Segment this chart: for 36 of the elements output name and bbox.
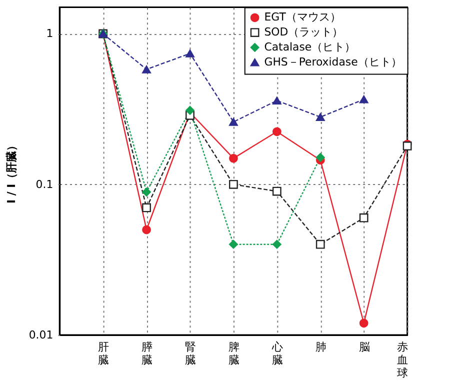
x-tick-label: 脾臓 (228, 340, 240, 366)
point (316, 113, 325, 121)
legend-label: SOD（ラット） (264, 26, 344, 39)
x-tick-label: 心臓 (270, 340, 283, 366)
x-tick-label: 肺 (315, 340, 326, 354)
y-tick-label: 0.01 (28, 328, 54, 342)
point (316, 152, 325, 162)
point (142, 65, 151, 74)
point (272, 186, 282, 196)
point (359, 318, 368, 328)
point (186, 50, 194, 58)
point (272, 240, 282, 249)
x-tick-label: 脳 (358, 340, 370, 354)
y-tick-label: 0.1 (36, 178, 54, 191)
y-tick-label: 1 (46, 27, 54, 40)
point (142, 225, 151, 234)
point (142, 188, 151, 196)
point (359, 95, 368, 104)
x-tick-label: 膵臓 (142, 340, 153, 366)
legend-label: GHS－Peroxidase（ヒト） (264, 55, 402, 68)
point (359, 213, 368, 222)
x-tick-label: 腎臓 (184, 340, 196, 366)
point (229, 154, 238, 163)
point (316, 240, 325, 249)
point (272, 96, 282, 105)
y-axis-title: I / I（肝臓） (4, 140, 18, 204)
point (229, 180, 238, 189)
x-tick-label: 赤血球 (396, 340, 408, 380)
point (229, 240, 238, 249)
point (186, 106, 194, 115)
point (272, 127, 282, 136)
legend-label: Catalase（ヒト） (264, 40, 356, 54)
x-tick-label: 肝臓 (98, 340, 110, 366)
point (229, 118, 238, 126)
point (142, 203, 151, 212)
legend-label: EGT（マウス） (264, 10, 341, 24)
